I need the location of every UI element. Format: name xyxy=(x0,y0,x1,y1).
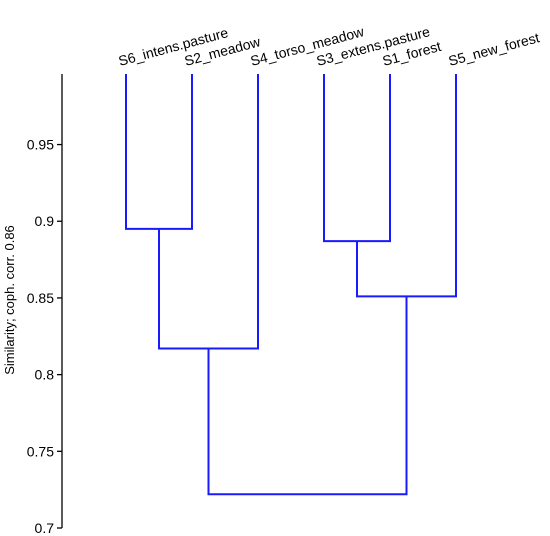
y-axis-title: Similarity; coph. corr. 0.86 xyxy=(2,225,17,375)
y-tick-label: 0.95 xyxy=(27,137,54,153)
leaf-labels: S6_intens.pastureS2_meadowS4_torso_meado… xyxy=(117,23,541,69)
dendrogram-link xyxy=(207,296,408,496)
dendrogram-link xyxy=(356,74,457,298)
dendrogram-link xyxy=(158,74,259,350)
y-tick-label: 0.7 xyxy=(35,520,55,536)
y-tick-label: 0.9 xyxy=(35,213,55,229)
y-tick-label: 0.75 xyxy=(27,443,54,459)
dendrogram-links xyxy=(125,74,457,496)
dendrogram-link xyxy=(125,74,193,230)
y-tick-label: 0.8 xyxy=(35,367,55,383)
leaf-label: S5_new_forest xyxy=(447,29,541,69)
y-tick-label: 0.85 xyxy=(27,290,54,306)
dendrogram-link xyxy=(323,74,391,243)
y-axis: 0.7 0.75 0.8 0.85 0.9 0.95 xyxy=(27,74,63,536)
